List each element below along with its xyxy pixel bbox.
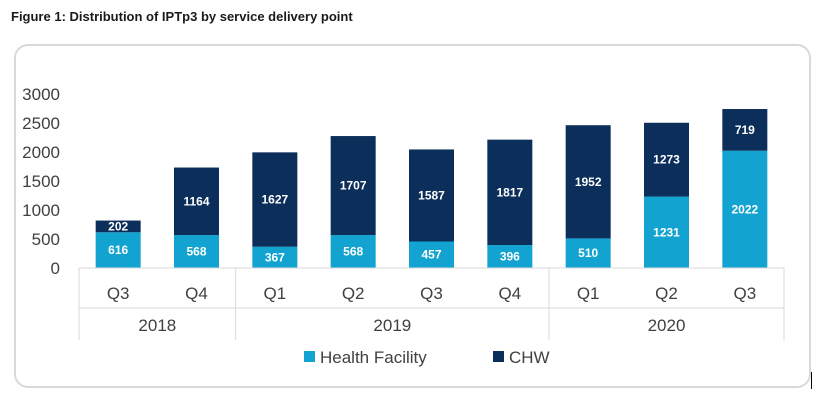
bar-segment-chw: [644, 122, 689, 197]
data-label: 510: [578, 246, 598, 260]
x-category-label: Q1: [577, 284, 600, 303]
bar-segment-chw: [565, 125, 611, 239]
bar-segment-health-facility: [330, 235, 376, 268]
x-group-label: 2018: [138, 316, 176, 335]
bar-segment-health-facility: [565, 238, 611, 268]
bar-segment-chw: [174, 167, 219, 236]
data-label: 457: [421, 248, 441, 262]
x-axis: Q3 Q4 Q1 Q2 Q3 Q4 Q1 Q2 Q3 2018 2019 2020: [78, 267, 785, 340]
legend-label: CHW: [509, 348, 550, 367]
y-tick-label: 1500: [22, 172, 60, 191]
y-tick-label: 1000: [22, 201, 60, 220]
data-label: 1164: [183, 194, 209, 208]
bar-segment-health-facility: [252, 246, 298, 268]
data-label: 367: [265, 250, 285, 264]
data-label: 2022: [731, 202, 758, 216]
text-cursor: [811, 372, 812, 389]
data-label: 719: [735, 123, 755, 137]
bar-segment-chw: [722, 109, 768, 151]
data-label: 1952: [575, 175, 602, 189]
bars: 616 202 568 1164 367 1627 568 1707 457 1587 396 181…: [95, 109, 768, 268]
x-category-label: Q1: [263, 284, 286, 303]
y-tick-label: 3000: [22, 85, 60, 104]
bar-segment-health-facility: [95, 232, 141, 268]
data-label: 1273: [653, 153, 680, 167]
x-group-label: 2020: [648, 316, 686, 335]
data-label: 1627: [261, 193, 288, 207]
data-label: 568: [343, 245, 363, 259]
y-axis: 0 500 1000 1500 2000 2500 3000: [22, 85, 60, 278]
bar-segment-chw: [487, 139, 533, 246]
data-label: 1707: [340, 179, 367, 193]
x-category-label: Q4: [185, 284, 208, 303]
x-category-label: Q3: [733, 284, 756, 303]
bar-segment-chw: [95, 220, 141, 233]
legend-swatch: [493, 351, 504, 362]
bar-segment-health-facility: [722, 150, 768, 268]
x-category-label: Q3: [107, 284, 130, 303]
bar-segment-health-facility: [487, 245, 533, 268]
legend-swatch: [304, 351, 315, 362]
x-group-label: 2019: [373, 316, 411, 335]
y-tick-label: 2000: [22, 143, 60, 162]
x-category-label: Q2: [655, 284, 678, 303]
bar-segment-chw: [252, 152, 298, 247]
x-category-label: Q3: [420, 284, 443, 303]
bar-segment-chw: [330, 136, 376, 236]
bar-segment-health-facility: [409, 241, 454, 268]
bar-segment-health-facility: [644, 196, 689, 268]
data-label: 1817: [496, 185, 523, 199]
legend-label: Health Facility: [320, 348, 427, 367]
y-tick-label: 0: [51, 259, 60, 278]
data-label: 396: [500, 250, 520, 264]
data-label: 568: [186, 245, 206, 259]
data-label: 1587: [418, 188, 445, 202]
bar-segment-health-facility: [174, 235, 219, 268]
data-label: 616: [108, 243, 128, 257]
bar-segment-chw: [409, 149, 454, 242]
y-tick-label: 2500: [22, 114, 60, 133]
x-category-label: Q4: [498, 284, 521, 303]
data-label: 1231: [653, 225, 680, 239]
figure-title: Figure 1: Distribution of IPTp3 by servi…: [11, 9, 353, 24]
x-category-label: Q2: [342, 284, 365, 303]
data-label: 202: [108, 219, 128, 233]
legend: Health Facility CHW: [304, 348, 550, 367]
y-tick-label: 500: [32, 230, 60, 249]
